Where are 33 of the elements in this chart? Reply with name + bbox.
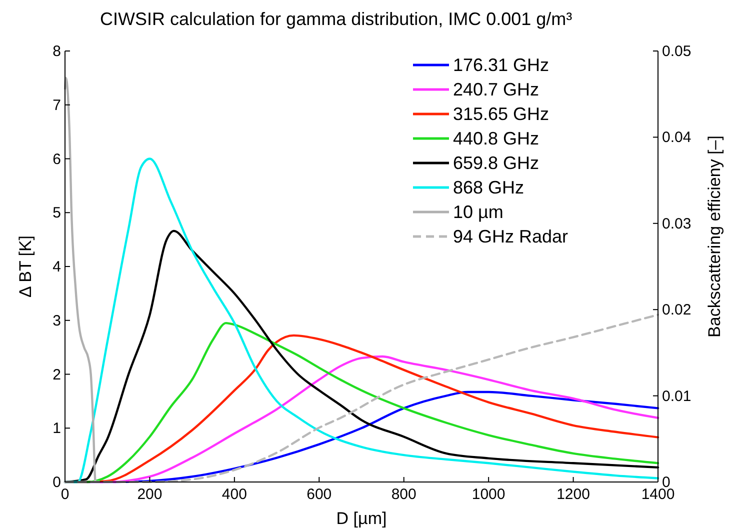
y-tick-label: 0 (52, 474, 61, 491)
y2-tick-label: 0.04 (662, 129, 692, 146)
legend-label: 94 GHz Radar (453, 226, 568, 246)
y-tick-label: 7 (52, 96, 61, 114)
legend-label: 659.8 GHz (453, 153, 540, 173)
y-axis-title: Δ BT [K] (16, 235, 35, 298)
y-tick-label: 1 (52, 420, 61, 438)
legend-label: 10 µm (453, 202, 504, 222)
y2-axis-title: Backscattering efficieny [–] (705, 136, 724, 338)
y2-tick-label: 0.03 (662, 215, 692, 232)
legend-label: 176.31 GHz (453, 55, 550, 75)
legend-label: 315.65 GHz (453, 104, 550, 124)
y-tick-label: 2 (52, 366, 61, 384)
y2-tick-label: 0.02 (662, 302, 692, 319)
legend-label: 240.7 GHz (453, 80, 540, 100)
chart-title: CIWSIR calculation for gamma distribution, IMC 0.001 g/m³ (100, 9, 572, 29)
x-tick-label: 1400 (641, 486, 675, 503)
x-tick-label: 400 (222, 486, 247, 503)
y-tick-label: 4 (52, 258, 61, 276)
y-tick-label: 5 (52, 204, 61, 222)
x-tick-label: 1000 (472, 486, 506, 503)
legend-label: 440.8 GHz (453, 128, 540, 148)
legend-label: 868 GHz (453, 178, 524, 198)
x-axis-title: D [µm] (336, 509, 387, 528)
x-tick-label: 200 (137, 486, 162, 503)
y-tick-label: 3 (52, 312, 61, 330)
y-tick-label: 6 (52, 150, 61, 168)
y2-tick-label: 0.01 (662, 388, 692, 405)
y2-tick-label: 0.05 (662, 43, 692, 60)
y-tick-label: 8 (52, 43, 61, 60)
x-tick-label: 1200 (556, 486, 590, 503)
x-tick-label: 600 (306, 486, 332, 503)
x-tick-label: 800 (391, 486, 416, 503)
